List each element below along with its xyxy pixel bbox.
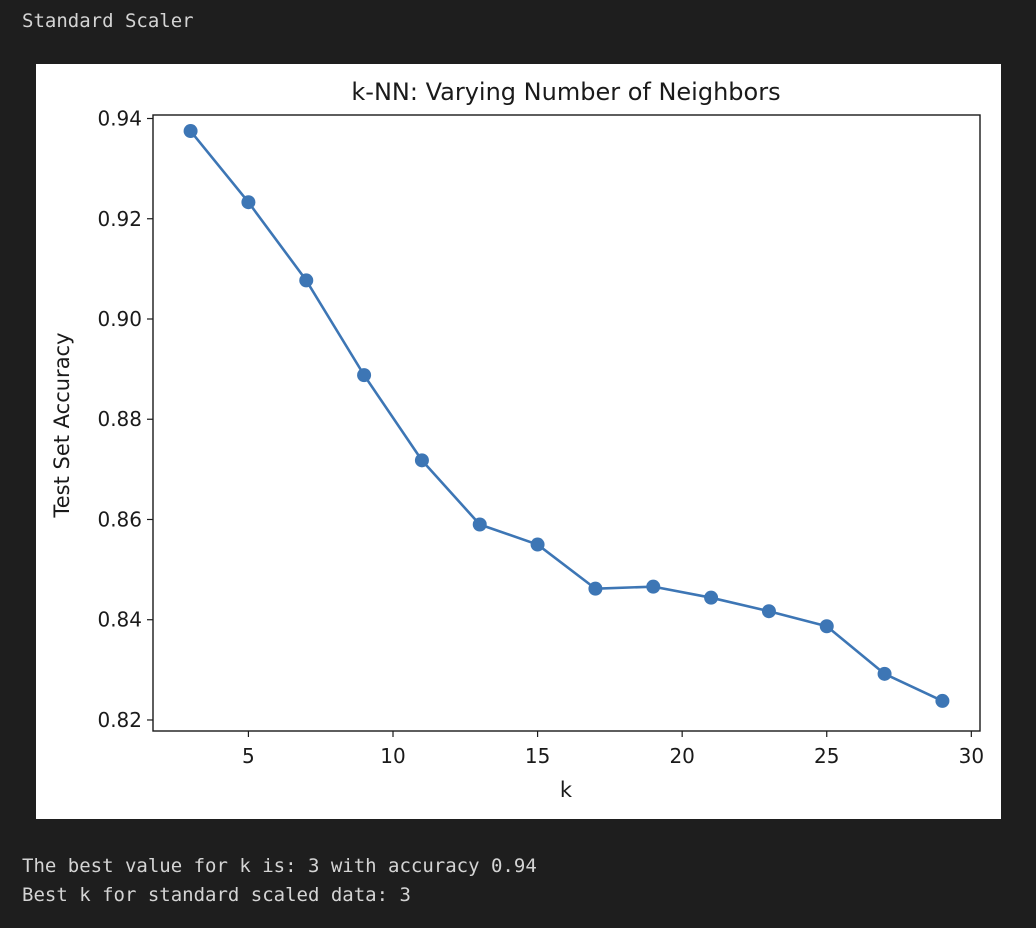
data-point-k-15 bbox=[530, 537, 545, 552]
x-tick-label: 10 bbox=[380, 744, 405, 768]
x-tick-label: 20 bbox=[669, 744, 694, 768]
data-point-k-27 bbox=[877, 666, 892, 681]
data-point-k-3 bbox=[183, 124, 198, 139]
plot-area-frame bbox=[152, 114, 981, 732]
data-point-k-21 bbox=[704, 590, 719, 605]
data-point-k-9 bbox=[357, 368, 372, 383]
data-point-k-29 bbox=[935, 693, 950, 708]
y-tick-label: 0.90 bbox=[97, 307, 142, 331]
chart-title: k-NN: Varying Number of Neighbors bbox=[351, 78, 780, 106]
data-point-k-5 bbox=[241, 195, 256, 210]
data-point-k-17 bbox=[588, 581, 603, 596]
y-axis-label: Test Set Accuracy bbox=[50, 332, 74, 518]
x-tick-label: 15 bbox=[525, 744, 550, 768]
y-tick-label: 0.86 bbox=[97, 507, 142, 531]
data-point-k-19 bbox=[646, 579, 661, 594]
y-tick-label: 0.94 bbox=[97, 107, 142, 131]
chart-figure: k-NN: Varying Number of Neighbors k Test… bbox=[36, 64, 1001, 819]
output-line-best-k: The best value for k is: 3 with accuracy… bbox=[22, 855, 537, 877]
data-point-k-13 bbox=[472, 517, 487, 532]
output-header: Standard Scaler bbox=[22, 10, 194, 32]
output-line-best-k-scaled: Best k for standard scaled data: 3 bbox=[22, 884, 411, 906]
y-tick-label: 0.84 bbox=[97, 608, 142, 632]
x-tick-label: 30 bbox=[959, 744, 984, 768]
y-tick-label: 0.88 bbox=[97, 407, 142, 431]
x-axis-label: k bbox=[560, 778, 573, 802]
data-point-k-25 bbox=[819, 619, 834, 634]
data-point-k-23 bbox=[761, 604, 776, 619]
data-point-k-7 bbox=[299, 273, 314, 288]
series-line bbox=[189, 130, 943, 703]
line-chart: k-NN: Varying Number of Neighbors k Test… bbox=[50, 78, 984, 802]
y-tick-label: 0.92 bbox=[97, 207, 142, 231]
x-tick-label: 25 bbox=[814, 744, 839, 768]
data-point-k-11 bbox=[414, 453, 429, 468]
x-tick-label: 5 bbox=[242, 744, 255, 768]
y-tick-label: 0.82 bbox=[97, 708, 142, 732]
